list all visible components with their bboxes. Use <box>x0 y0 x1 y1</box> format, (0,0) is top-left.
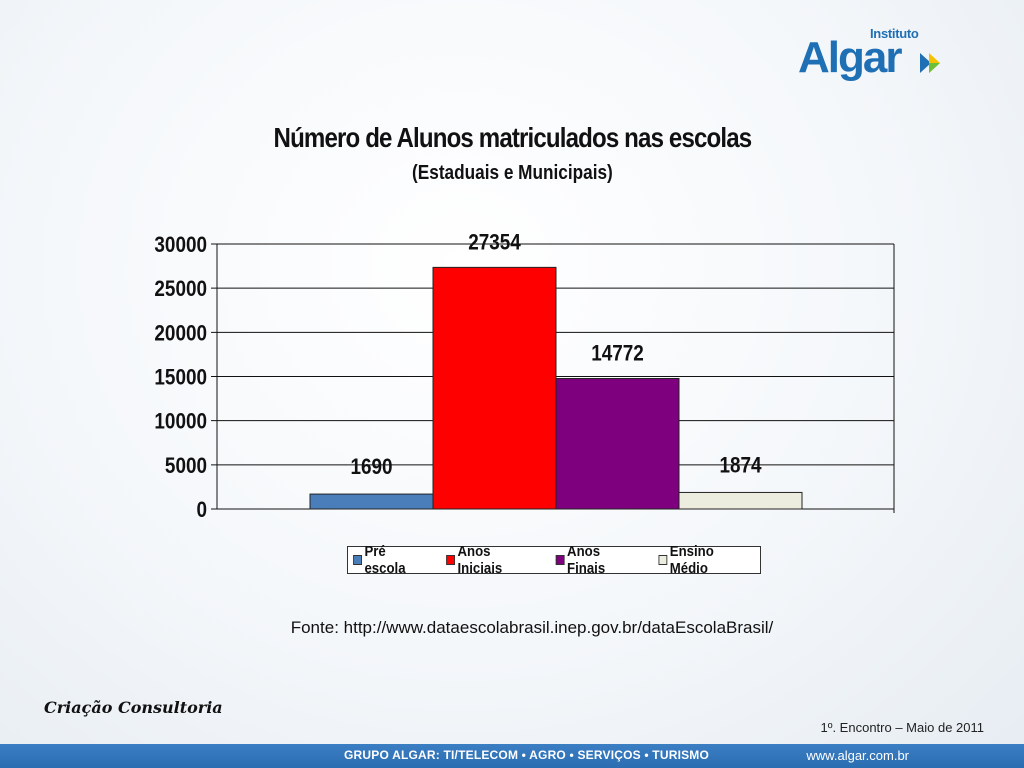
chart-title: Número de Alunos matriculados nas escola… <box>273 122 753 153</box>
legend-label: Pré escola <box>364 543 406 577</box>
instituto-algar-logo: Instituto Algar <box>796 26 956 90</box>
legend-label: Anos Iniciais <box>457 543 503 577</box>
y-tick-label: 25000 <box>154 277 207 302</box>
legend-label: Anos Finais <box>566 543 605 577</box>
legend-label: Ensino Médio <box>669 543 714 577</box>
legend-swatch <box>658 555 667 565</box>
legend-item: Pré escola <box>353 543 429 577</box>
bar-chart: 0 5000 10000 15000 20000 25000 30000 1690 27354… <box>154 230 895 523</box>
bar-pr-escola <box>309 493 434 510</box>
chart-legend: Pré escola Anos Iniciais Anos Finais Ensino… <box>347 543 761 577</box>
bar-value-label: 14772 <box>591 341 644 366</box>
legend-item: Ensino Médio <box>658 543 753 577</box>
footer-bar: GRUPO ALGAR: TI/TELECOM • AGRO • SERVIÇO… <box>0 744 1024 768</box>
meeting-date: 1º. Encontro – Maio de 2011 <box>820 720 984 735</box>
bar-value-label: 1690 <box>350 455 392 480</box>
logo-algar-text: Algar <box>798 33 902 82</box>
y-tick-label: 15000 <box>154 365 207 390</box>
chart-subtitle: (Estaduais e Municipais) <box>412 162 613 184</box>
footer-url-link[interactable]: www.algar.com.br <box>806 748 909 763</box>
y-tick-label: 0 <box>196 498 207 523</box>
y-tick-label: 5000 <box>165 454 207 479</box>
y-axis-ticks: 0 5000 10000 15000 20000 25000 30000 <box>154 233 207 523</box>
source-citation: Fonte: http://www.dataescolabrasil.inep.… <box>290 618 774 637</box>
legend-item: Anos Finais <box>555 543 640 577</box>
footer-groups-text: GRUPO ALGAR: TI/TELECOM • AGRO • SERVIÇO… <box>344 748 710 762</box>
bar-data-labels: 1690 27354 14772 1874 <box>350 230 762 479</box>
bar-ensino-m-dio <box>678 491 803 510</box>
legend-swatch <box>555 555 565 565</box>
legend-swatch <box>353 555 362 565</box>
signature-text: Criação Consultoria <box>44 698 223 717</box>
y-tick-label: 10000 <box>154 409 207 434</box>
bar-value-label: 1874 <box>719 453 762 478</box>
y-tick-label: 30000 <box>154 233 207 258</box>
legend-item: Anos Iniciais <box>446 543 537 577</box>
chart-bars <box>309 266 803 510</box>
y-tick-label: 20000 <box>154 321 207 346</box>
logo-instituto-text: Instituto <box>870 26 919 41</box>
bar-anos-finais <box>555 378 680 510</box>
bar-anos-iniciais <box>432 266 557 510</box>
legend-swatch <box>446 555 456 565</box>
logo-arrows-icon <box>920 53 940 73</box>
bar-value-label: 27354 <box>468 230 521 255</box>
